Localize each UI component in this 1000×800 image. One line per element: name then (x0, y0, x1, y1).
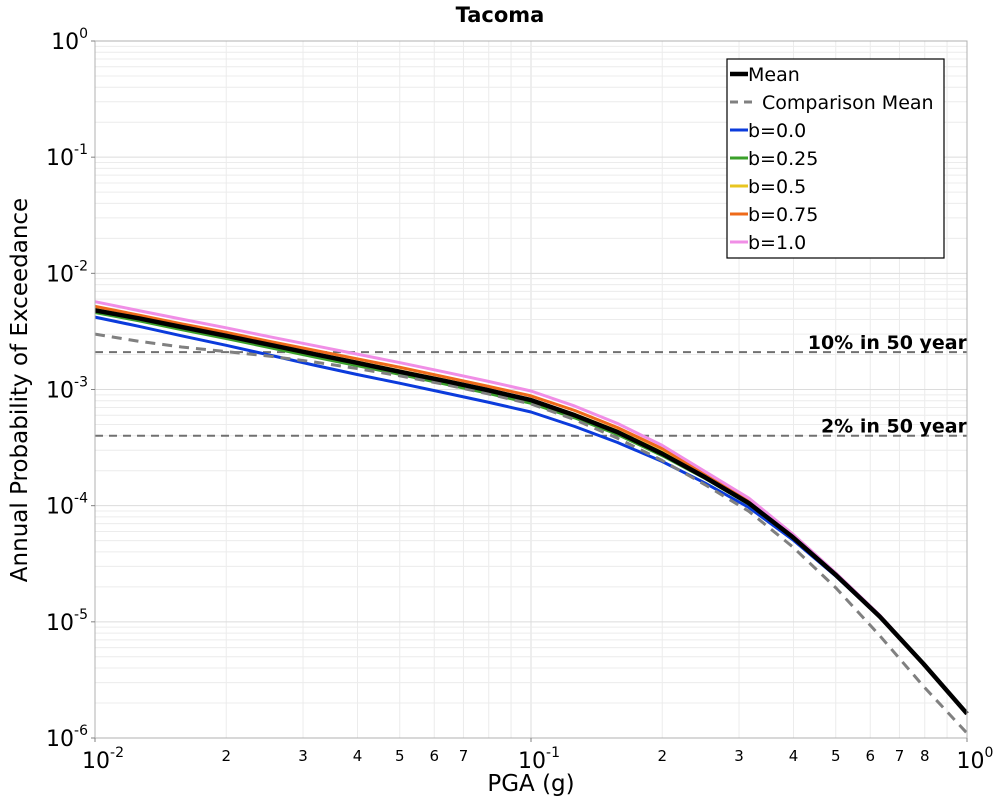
y-tick-label-exponent: -6 (74, 723, 88, 739)
legend-box (726, 58, 945, 259)
x-minor-tick-label: 2 (221, 747, 231, 765)
x-tick-label-base: 10 (82, 749, 110, 774)
series-lines (94, 300, 969, 735)
x-minor-tick-label: 7 (459, 747, 469, 765)
legend: Mean Comparison Mean b=0.0 b=0.25 b=0.5 b=0.7… (726, 58, 945, 259)
y-tick-label: 100 (51, 26, 88, 55)
x-minor-tick-label: 3 (734, 747, 744, 765)
y-tick-label-base: 10 (46, 611, 74, 636)
y-axis-label: Annual Probability of Exceedance (7, 198, 33, 582)
legend-label: b=0.0 (748, 120, 806, 142)
x-minor-tick-label: 6 (866, 747, 876, 765)
x-tick-label-base: 10 (518, 749, 546, 774)
series-line-mean (94, 308, 969, 716)
x-minor-tick-label: 4 (789, 747, 799, 765)
x-tick-label-exponent: -2 (110, 745, 124, 761)
x-tick-label-base: 10 (957, 749, 985, 774)
y-tick-label: 10-1 (46, 142, 88, 171)
y-tick-label-base: 10 (46, 727, 74, 752)
x-minor-tick-label: 4 (353, 747, 363, 765)
x-minor-tick-label: 6 (430, 747, 440, 765)
x-minor-tick-label: 2 (657, 747, 667, 765)
x-tick-label-exponent: -1 (546, 745, 560, 761)
x-minor-tick-label: 3 (298, 747, 308, 765)
y-tick-label: 10-5 (46, 607, 88, 636)
legend-label: b=0.5 (748, 176, 806, 198)
x-minor-tick-label: 7 (895, 747, 905, 765)
chart-title: Tacoma (456, 3, 545, 27)
y-tick-label-exponent: -2 (74, 258, 88, 274)
reference-line-label: 2% in 50 year (821, 416, 968, 438)
reference-lines: 10% in 50 year 2% in 50 year (95, 332, 968, 438)
y-tick-label-base: 10 (46, 495, 74, 520)
x-minor-tick-label: 8 (920, 747, 930, 765)
y-tick-label: 10-3 (46, 375, 88, 404)
legend-label: b=1.0 (748, 232, 806, 254)
y-tick-label-base: 10 (46, 262, 74, 287)
legend-label: Comparison Mean (762, 92, 934, 114)
x-tick-label: 10-1 (518, 745, 560, 774)
legend-label: b=0.75 (748, 204, 818, 226)
y-tick-label-base: 10 (51, 30, 79, 55)
y-tick-label-exponent: 0 (79, 26, 88, 42)
y-tick-label: 10-4 (46, 491, 88, 520)
legend-label: b=0.25 (748, 148, 818, 170)
y-tick-label: 10-2 (46, 258, 88, 287)
x-minor-tick-label: 5 (395, 747, 405, 765)
y-tick-label-exponent: -4 (74, 491, 88, 507)
legend-label: Mean (748, 64, 800, 86)
y-tick-label-exponent: -3 (74, 375, 88, 391)
x-axis-label: PGA (g) (487, 771, 574, 797)
x-tick-label: 100 (957, 745, 994, 774)
x-minor-tick-label: 5 (831, 747, 841, 765)
y-tick-label-exponent: -5 (74, 607, 88, 623)
x-tick-label-exponent: 0 (985, 745, 994, 761)
y-tick-label-base: 10 (46, 146, 74, 171)
y-tick-label: 10-6 (46, 723, 88, 752)
x-tick-label: 10-2 (82, 745, 124, 774)
y-tick-label-base: 10 (46, 379, 74, 404)
y-tick-label-exponent: -1 (74, 142, 88, 158)
reference-line-label: 10% in 50 year (808, 332, 968, 354)
